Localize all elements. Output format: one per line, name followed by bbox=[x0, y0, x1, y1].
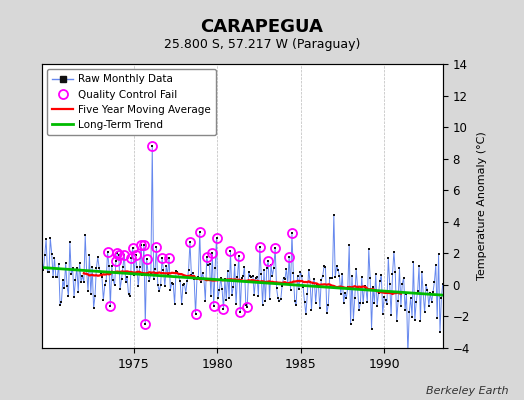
Legend: Raw Monthly Data, Quality Control Fail, Five Year Moving Average, Long-Term Tren: Raw Monthly Data, Quality Control Fail, … bbox=[47, 69, 216, 135]
Y-axis label: Temperature Anomaly (°C): Temperature Anomaly (°C) bbox=[477, 132, 487, 280]
Text: 25.800 S, 57.217 W (Paraguay): 25.800 S, 57.217 W (Paraguay) bbox=[164, 38, 360, 51]
Text: Berkeley Earth: Berkeley Earth bbox=[426, 386, 508, 396]
Text: CARAPEGUA: CARAPEGUA bbox=[201, 18, 323, 36]
